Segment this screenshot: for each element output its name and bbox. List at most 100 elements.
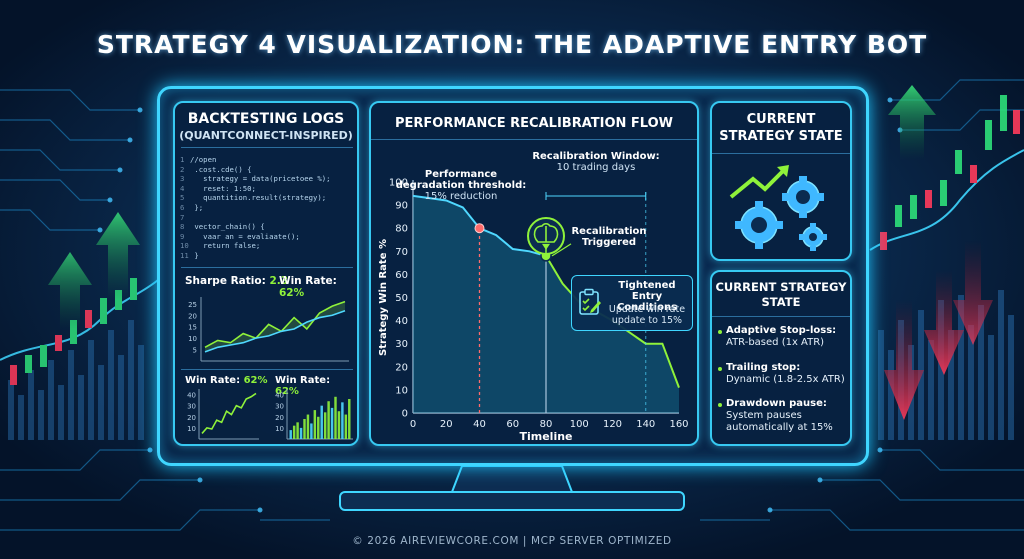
y-tick-label: 10 (395, 385, 408, 396)
threshold-value: 15% reduction (424, 191, 498, 202)
backtesting-logs-panel: BACKTESTING LOGS (QUANTCONNECT-INSPIRED)… (173, 101, 359, 446)
win-rate-line-chart: 0 10 20 30 40 50 60 70 80 90 100 0 20 40 60 80 100 120 140… (378, 178, 689, 444)
page-title: STRATEGY 4 VISUALIZATION: THE ADAPTIVE E… (96, 30, 928, 59)
mini3-bar (296, 422, 299, 439)
mini3-y-tick: 20 (275, 414, 284, 422)
code-line: 10 return false; (180, 241, 342, 251)
flow-panel-title: PERFORMANCE RECALIBRATION FLOW (394, 116, 674, 131)
y-tick-label: 20 (395, 362, 408, 373)
sharpe-ratio-stat: Sharpe Ratio: 2.3 (185, 275, 288, 287)
logs-panel-title: BACKTESTING LOGS (187, 111, 345, 127)
y-tick-label: 90 (395, 201, 408, 212)
code-line: 1 //open (180, 155, 342, 165)
trailing-stop-label: Trailing stop: (726, 362, 801, 373)
mini3-bar (320, 405, 323, 439)
mini1-series-line (204, 309, 346, 353)
mini1-y-tick: 5 (193, 347, 197, 355)
footer-credit: © 2026 AIREVIEWCORE.COM | MCP SERVER OPT… (352, 535, 672, 547)
state-top-divider (712, 153, 850, 154)
code-line-text: //open (190, 155, 217, 164)
tightened-desc: Update win rate update to 15% (608, 304, 686, 326)
logs-panel-subtitle: (QUANTCONNECT-INSPIRED) (179, 129, 353, 142)
code-line: 5 quantition.result(strategy); (180, 193, 342, 203)
code-line-number: 6 (180, 202, 185, 212)
win-rate-line-mini-chart: 10 20 30 40 (187, 389, 259, 440)
code-line-number: 4 (180, 183, 185, 193)
flow-title-divider (371, 139, 697, 140)
strategy-state-top-panel: CURRENT STRATEGY STATE (710, 101, 852, 261)
y-tick-label: 100 (389, 178, 408, 189)
tightened-title: Tightened Entry Conditions (616, 280, 678, 313)
stop-loss-label: Adaptive Stop-loss: (726, 325, 837, 336)
code-divider (181, 147, 353, 148)
mini3-bar (341, 402, 344, 439)
threshold-label: Performance degradation threshold: (395, 169, 527, 191)
mini3-bar (310, 423, 313, 439)
code-block: 1//open 2 .cost.cde() {3 strategy = data(… (180, 155, 342, 261)
mini1-y-tick: 20 (188, 312, 197, 320)
state-item-trailing-stop: Trailing stop: Dynamic (1.8-2.5x ATR) (726, 362, 846, 386)
code-line-text: } (190, 250, 199, 260)
sharpe-ratio-value: 2.3 (269, 275, 289, 287)
mini3-bar (330, 407, 334, 439)
mini3-bar (303, 419, 306, 439)
mini3-y-tick: 30 (275, 403, 284, 411)
mini3-bar (306, 414, 310, 439)
mini-left-label: Win Rate: (185, 375, 241, 386)
state-top-title: CURRENT STRATEGY STATE (719, 112, 843, 144)
y-tick-label: 50 (395, 293, 408, 304)
threshold-marker (474, 223, 485, 234)
x-tick-label: 120 (603, 419, 622, 430)
y-tick-label: 80 (395, 224, 408, 235)
state-bullet-3 (718, 403, 722, 407)
sharpe-mini-chart: 5 10 15 20 25 (188, 297, 349, 362)
mini-left-stat: Win Rate: 62% (185, 375, 268, 386)
win-rate-value: 62% (279, 287, 305, 299)
mini1-series-line (204, 300, 346, 348)
trigger-arrow-head (542, 243, 550, 250)
code-line-text: .cost.cde() { (190, 164, 252, 174)
y-tick-label: 30 (395, 339, 408, 350)
x-axis-label: Timeline (519, 430, 572, 443)
win-rate-bar-mini-chart: 10 20 30 40 (275, 389, 353, 440)
y-tick-label: 70 (395, 247, 408, 258)
x-tick-label: 60 (506, 419, 519, 430)
code-line: 6 }; (180, 203, 342, 213)
win-rate-stat: Win Rate: 62% (279, 275, 357, 299)
mini1-y-tick: 25 (188, 301, 197, 309)
mini-left-value: 62% (243, 375, 268, 386)
state-item-drawdown: Drawdown pause: System pauses automatica… (726, 398, 846, 434)
code-line-number: 7 (180, 212, 185, 222)
mini1-y-tick: 15 (188, 324, 197, 332)
threshold-annotation: Performance degradation threshold: 15% r… (391, 169, 531, 202)
clipboard-icon (579, 288, 601, 315)
mini1-y-tick: 10 (188, 335, 197, 343)
code-line-number: 2 (180, 164, 185, 174)
y-tick-label: 40 (395, 316, 408, 327)
mini3-bar (344, 414, 348, 439)
y-tick-label: 0 (402, 409, 408, 420)
mini3-bar (337, 411, 341, 439)
mini3-bar (317, 416, 320, 439)
state-bottom-title: CURRENT STRATEGY STATE (715, 280, 847, 309)
drawdown-value: System pauses automatically at 15% (726, 410, 833, 433)
strategy-state-bottom-panel: CURRENT STRATEGY STATE Adaptive Stop-los… (710, 270, 852, 446)
code-line-text: vector_chain() { (190, 222, 265, 232)
window-value: 10 trading days (556, 162, 636, 173)
window-label: Recalibration Window: (532, 151, 660, 162)
code-line: 3 strategy = data(pricetoee %); (180, 174, 342, 184)
code-line: 4 reset: 1:50; (180, 184, 342, 194)
mini3-bar (334, 396, 337, 439)
mini-divider (181, 369, 353, 370)
code-line-text: quantition.result(strategy); (190, 193, 327, 203)
mini1-band-fill (205, 301, 345, 352)
sharpe-ratio-label: Sharpe Ratio: (185, 275, 266, 287)
gears-growth-icon (729, 165, 827, 251)
y-axis-label: Strategy Win Rate % (378, 239, 389, 356)
code-line-number: 3 (180, 174, 185, 184)
mini2-series-line (201, 392, 257, 434)
state-bullet-1 (718, 330, 722, 334)
mini2-y-tick: 10 (187, 425, 196, 433)
x-tick-label: 0 (410, 419, 416, 430)
drawdown-label: Drawdown pause: (726, 398, 827, 409)
